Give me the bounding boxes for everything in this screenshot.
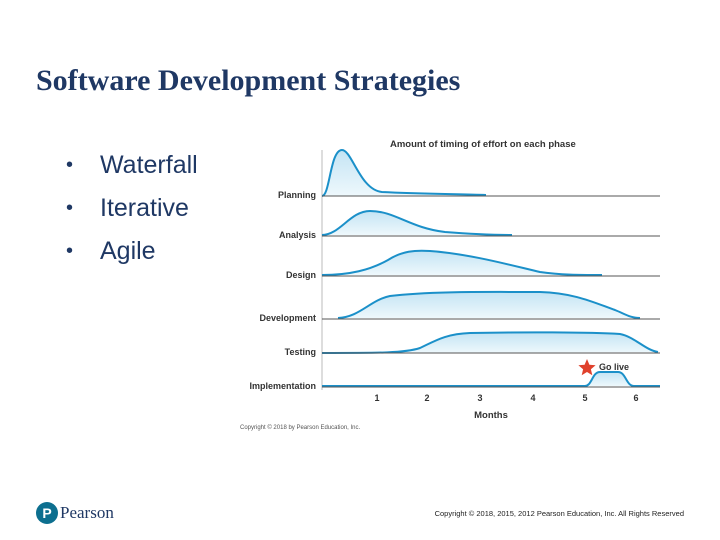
design-curve-fill (322, 250, 602, 275)
effort-diagram: Amount of timing of effort on each phase… (240, 139, 660, 431)
phase-label-planning: Planning (278, 190, 316, 200)
bullet-text: Agile (100, 237, 156, 265)
planning-curve (321, 148, 487, 197)
phase-label-implementation: Implementation (249, 381, 316, 391)
copyright-notice: Copyright © 2018, 2015, 2012 Pearson Edu… (434, 509, 684, 518)
x-tick-label: 3 (477, 393, 482, 403)
bullet-icon: • (66, 197, 74, 219)
bullet-icon: • (66, 154, 74, 176)
figure-heading: Amount of timing of effort on each phase (390, 139, 576, 150)
bullet-item: • Iterative (66, 189, 198, 232)
x-axis-label: Months (474, 410, 508, 421)
phase-label-design: Design (286, 270, 316, 280)
testing-curve (321, 331, 659, 354)
bullet-icon: • (66, 240, 74, 262)
phase-label-development: Development (259, 313, 316, 323)
x-tick-label: 1 (374, 393, 379, 403)
effort-figure: Amount of timing of effort on each phase… (230, 128, 670, 438)
bullet-list: • Waterfall • Iterative • Agile (66, 146, 198, 275)
go-live-label: Go live (599, 362, 629, 372)
planning-curve-fill (322, 150, 486, 196)
bullet-text: Iterative (100, 194, 189, 222)
implementation-curve-fill (322, 372, 660, 386)
analysis-curve-fill (322, 211, 512, 235)
figure-credit: Copyright © 2018 by Pearson Education, I… (240, 424, 360, 431)
x-tick-label: 2 (424, 393, 429, 403)
phase-label-testing: Testing (285, 347, 316, 357)
design-curve (321, 249, 603, 276)
bullet-item: • Agile (66, 232, 198, 275)
star-icon (578, 359, 596, 376)
pearson-logo: P Pearson (36, 502, 116, 526)
analysis-curve (321, 209, 513, 236)
bullet-text: Waterfall (100, 151, 198, 179)
pearson-logo-icon: P (36, 502, 58, 524)
testing-curve-fill (322, 332, 658, 353)
x-tick-label: 6 (633, 393, 638, 403)
development-curve-fill (338, 291, 640, 318)
slide-title: Software Development Strategies (36, 64, 461, 97)
bullet-item: • Waterfall (66, 146, 198, 189)
development-curve (337, 290, 641, 319)
phase-label-analysis: Analysis (279, 230, 316, 240)
x-tick-label: 4 (530, 393, 535, 403)
pearson-wordmark: Pearson (60, 503, 114, 522)
implementation-curve (322, 371, 660, 387)
x-tick-label: 5 (582, 393, 587, 403)
